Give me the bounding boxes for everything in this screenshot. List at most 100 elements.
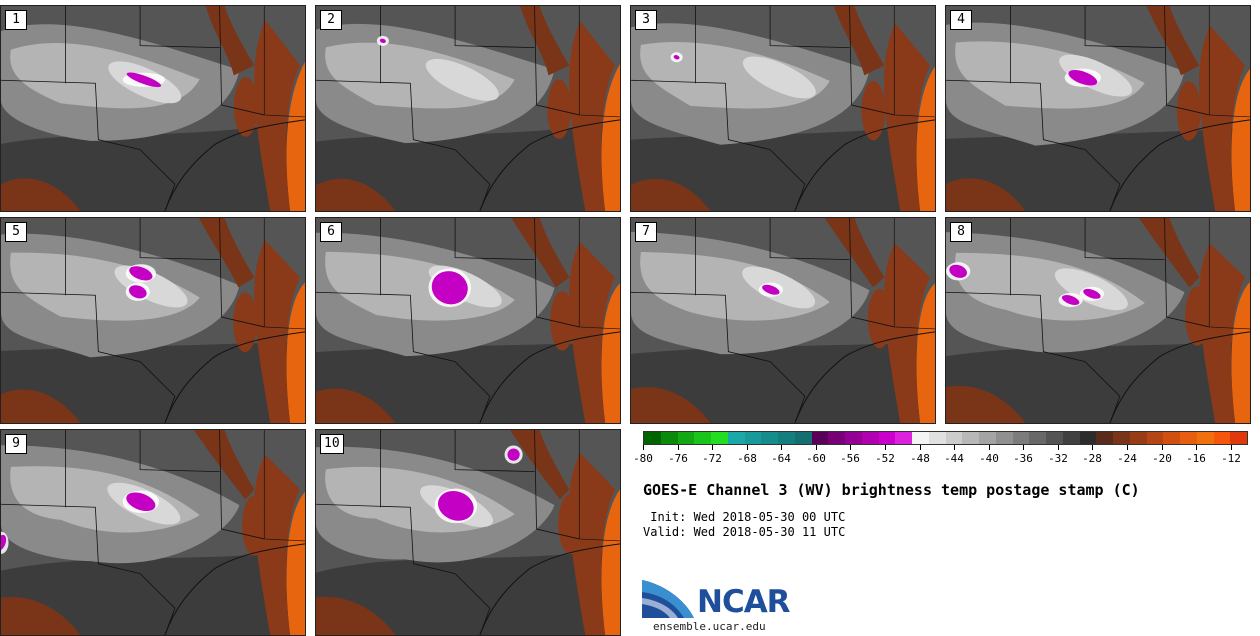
colorbar-tick-label: -52: [875, 452, 895, 465]
member-label: 6: [320, 222, 342, 242]
cold-core: [425, 58, 499, 101]
map: [316, 430, 620, 635]
colorbar-tick-label: -56: [840, 452, 860, 465]
convective-blob: [1061, 295, 1080, 305]
border-line: [263, 218, 305, 330]
colorbar-tick-mark: [1092, 445, 1093, 450]
cold-core: [742, 56, 816, 99]
colorbar-tick-label: -72: [702, 452, 722, 465]
border-line: [1, 79, 176, 211]
warm-region: [520, 6, 570, 76]
colorbar-segment: [677, 432, 695, 444]
border-line: [578, 430, 620, 542]
border-line: [65, 430, 265, 540]
member-label: 1: [5, 10, 27, 30]
member-panel: 10: [315, 429, 621, 636]
convective-blob: [431, 271, 468, 305]
convective-blob: [1, 534, 7, 551]
warm-region: [199, 218, 255, 288]
warm-region: [1, 389, 81, 423]
member-label: 4: [950, 10, 972, 30]
convective-blob: [949, 264, 967, 278]
warm-region: [242, 496, 266, 556]
map: [1, 6, 305, 211]
coastline: [479, 331, 620, 423]
warm-region: [884, 23, 931, 211]
colorbar-tick-mark: [1023, 445, 1024, 450]
border-line: [695, 6, 895, 116]
warm-region: [601, 489, 620, 635]
convective-blob: [507, 448, 520, 461]
colorbar-tick-mark: [1058, 445, 1059, 450]
colorbar-tick-label: -68: [737, 452, 757, 465]
colorbar-segment: [928, 432, 946, 444]
colorbar-segment: [1196, 432, 1214, 444]
warm-region: [824, 218, 885, 288]
colorbar-segment: [1029, 432, 1046, 444]
coastline: [1109, 119, 1250, 211]
colorbar-tick-label: -40: [979, 452, 999, 465]
warm-region: [833, 6, 885, 76]
border-line: [1, 291, 176, 423]
colorbar-segment: [1129, 432, 1147, 444]
colorbar-segment: [727, 432, 745, 444]
member-label: 10: [320, 434, 344, 454]
member-label: 3: [635, 10, 657, 30]
convective-blob: [126, 492, 156, 512]
border-line: [946, 291, 1121, 423]
warm-region: [946, 178, 1026, 211]
member-panel: 8: [945, 217, 1251, 424]
warm-region: [601, 283, 620, 423]
border-line: [263, 6, 305, 118]
colorbar-segment: [694, 432, 711, 444]
warm-region: [286, 491, 305, 635]
warm-region: [1199, 25, 1246, 211]
colorbar-tick-label: -24: [1117, 452, 1137, 465]
border-line: [1, 503, 176, 635]
colorbar-tick-label: -64: [771, 452, 791, 465]
coastline: [479, 119, 620, 211]
dry-band: [1, 551, 305, 635]
warm-region: [631, 178, 711, 211]
ncar-logo-icon: [642, 580, 694, 618]
colorbar-tick-label: -28: [1082, 452, 1102, 465]
website-label: ensemble.ucar.edu: [653, 620, 766, 633]
member-label: 2: [320, 10, 342, 30]
member-panel: 2: [315, 5, 621, 212]
border-line: [578, 218, 620, 330]
colorbar-segment: [744, 432, 762, 444]
colorbar-tick-label: -44: [944, 452, 964, 465]
colorbar-segment: [1163, 432, 1180, 444]
member-label: 8: [950, 222, 972, 242]
colorbar-tick-mark: [850, 445, 851, 450]
colorbar-segment: [778, 432, 795, 444]
colorbar-tick-mark: [989, 445, 990, 450]
colorbar-segment: [1230, 432, 1247, 444]
warm-region: [867, 288, 892, 349]
colorbar-tick-mark: [781, 445, 782, 450]
logo-text: NCAR: [697, 584, 791, 620]
convective-blob: [1083, 288, 1101, 299]
warm-region: [631, 387, 711, 423]
colorbar-segment: [979, 432, 996, 444]
colorbar-segment: [1079, 432, 1097, 444]
colorbar: [643, 431, 1248, 445]
moist-core: [10, 252, 200, 321]
warm-region: [286, 282, 305, 423]
colorbar-segment: [1046, 432, 1063, 444]
warm-region: [569, 242, 616, 423]
warm-region: [1146, 6, 1200, 76]
moist-core: [955, 41, 1145, 109]
dry-band: [316, 342, 620, 423]
colorbar-segment: [761, 432, 778, 444]
dry-band: [316, 549, 620, 635]
dry-band: [631, 342, 935, 423]
border-line: [893, 6, 935, 118]
convective-blob: [762, 284, 780, 295]
dry-band: [1, 120, 305, 211]
colorbar-segment: [660, 432, 678, 444]
member-label: 7: [635, 222, 657, 242]
dry-band: [631, 125, 935, 211]
member-panel: 7: [630, 217, 936, 424]
border-line: [631, 79, 806, 211]
